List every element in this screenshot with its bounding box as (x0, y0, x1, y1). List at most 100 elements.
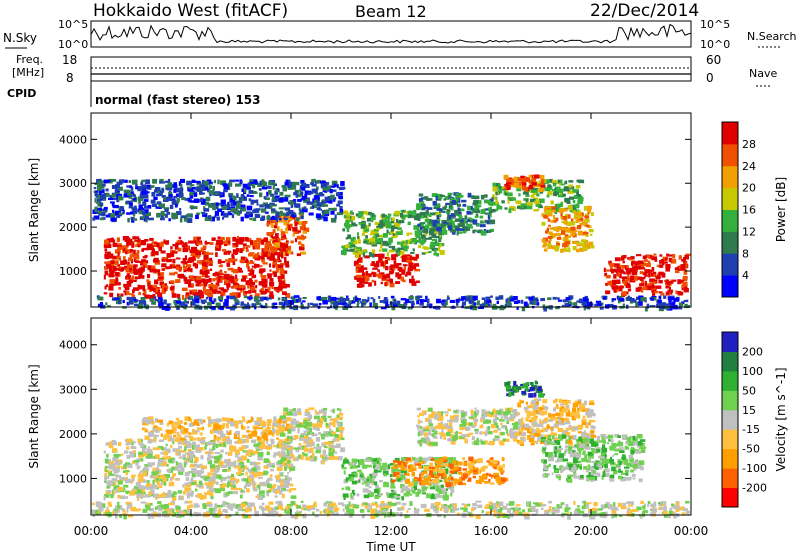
data-cell (632, 299, 637, 303)
data-cell (151, 286, 154, 291)
data-cell (189, 205, 194, 209)
data-cell (419, 457, 425, 462)
data-cell (639, 271, 644, 275)
data-cell (200, 420, 204, 425)
data-cell (162, 491, 165, 496)
data-cell (213, 428, 219, 434)
data-cell (640, 262, 646, 266)
data-cell (587, 225, 592, 229)
data-cell (333, 197, 336, 202)
data-cell (293, 229, 300, 235)
data-cell (378, 480, 383, 483)
data-cell (299, 408, 302, 413)
data-cell (208, 284, 214, 288)
data-cell (137, 473, 144, 478)
data-cell (436, 218, 441, 222)
data-cell (270, 216, 277, 221)
data-cell (652, 292, 656, 296)
data-cell (235, 481, 239, 484)
data-cell (549, 212, 553, 216)
data-cell (536, 175, 540, 178)
noise-tick-hi-left: 10^5 (58, 18, 88, 31)
data-cell (665, 285, 670, 289)
data-cell (422, 475, 428, 479)
data-cell (401, 245, 408, 250)
data-cell (438, 231, 444, 236)
data-cell (411, 275, 414, 280)
data-cell (112, 489, 115, 494)
data-cell (129, 278, 133, 282)
data-cell (457, 211, 462, 217)
data-cell (134, 491, 141, 495)
data-cell (153, 437, 157, 441)
data-cell (279, 472, 283, 475)
data-cell (429, 220, 433, 225)
data-cell (433, 235, 440, 239)
data-cell (144, 435, 150, 440)
data-cell (178, 470, 184, 475)
data-cell (385, 466, 389, 471)
data-cell (260, 240, 265, 245)
data-cell (356, 493, 360, 497)
data-cell (441, 299, 448, 303)
data-cell (119, 196, 124, 201)
nave-tick-60: 60 (706, 53, 721, 67)
data-cell (310, 181, 314, 186)
data-cell (250, 286, 256, 291)
data-cell (142, 491, 146, 495)
data-cell (658, 279, 663, 284)
data-cell (577, 217, 584, 222)
data-cell (266, 254, 270, 259)
data-cell (116, 181, 123, 185)
data-cell (151, 265, 156, 270)
data-cell (138, 442, 144, 446)
data-cell (683, 300, 688, 302)
data-cell (108, 238, 112, 241)
data-cell (484, 219, 487, 224)
data-cell (408, 232, 413, 235)
data-cell (267, 243, 271, 248)
data-cell (187, 432, 192, 435)
data-cell (230, 295, 236, 300)
data-cell (170, 437, 175, 442)
data-cell (238, 447, 244, 451)
data-cell (493, 197, 497, 200)
data-cell (490, 295, 493, 298)
data-cell (447, 459, 450, 464)
data-cell (267, 483, 272, 489)
data-cell (133, 199, 138, 203)
data-cell (299, 226, 305, 231)
data-cell (478, 306, 484, 309)
data-cell (277, 259, 282, 263)
data-cell (302, 208, 308, 213)
data-cell (172, 440, 175, 445)
data-cell (322, 211, 326, 217)
data-cell (459, 228, 465, 231)
data-cell (207, 252, 214, 255)
data-cell (250, 211, 253, 216)
data-cell (99, 192, 102, 196)
data-cell (109, 461, 114, 464)
data-cell (486, 299, 492, 303)
data-cell (343, 214, 347, 219)
data-cell (213, 443, 216, 448)
data-cell (139, 471, 142, 474)
data-cell (241, 416, 245, 419)
data-cell (184, 457, 190, 463)
data-cell (401, 496, 405, 501)
data-cell (348, 300, 352, 304)
data-cell (193, 193, 198, 197)
data-cell (392, 298, 397, 302)
data-cell (244, 291, 251, 294)
data-cell (356, 246, 362, 250)
data-cell (541, 212, 544, 217)
data-cell (588, 229, 594, 233)
data-cell (201, 250, 206, 255)
data-cell (237, 459, 243, 462)
data-cell (528, 180, 531, 184)
data-cell (288, 446, 294, 451)
data-cell (347, 234, 351, 240)
data-cell (338, 456, 343, 461)
data-cell (261, 481, 267, 486)
data-cell (287, 445, 292, 448)
